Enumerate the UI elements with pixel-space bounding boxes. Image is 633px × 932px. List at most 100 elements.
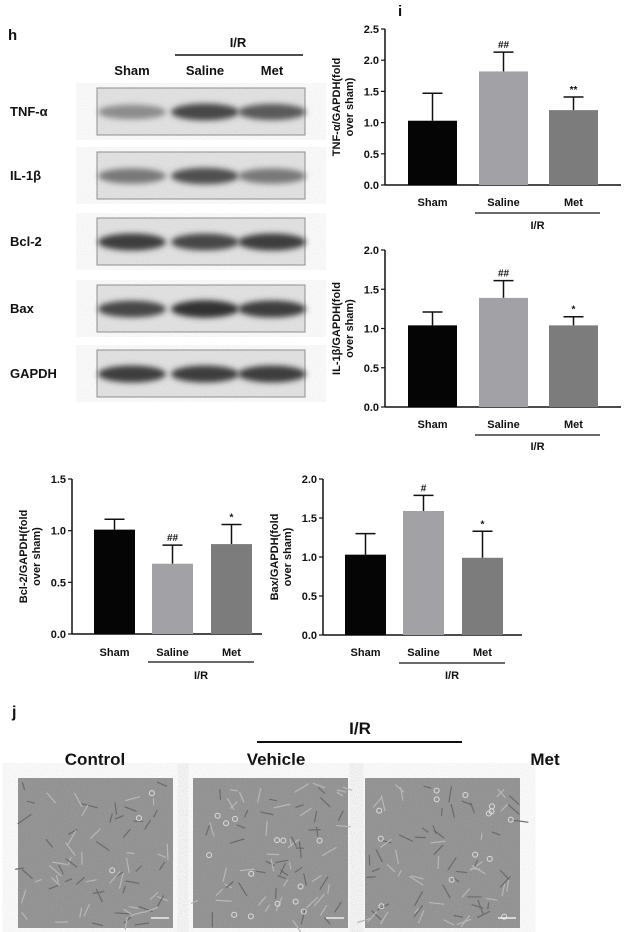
- blot-band: [98, 300, 166, 318]
- cell: [20, 889, 27, 904]
- y-tick-label: 1.5: [364, 86, 379, 98]
- bar-saline: [479, 71, 528, 185]
- round-cell: [280, 837, 287, 844]
- cell: [45, 838, 53, 848]
- cell: [380, 838, 392, 848]
- blot-row-label: IL-1β: [10, 168, 41, 183]
- cell: [159, 861, 166, 871]
- cell: [496, 789, 505, 798]
- y-axis-label: over sham): [31, 527, 43, 586]
- chart-0: 0.0 0.5 1.0 1.5 2.0 2.5 TNF-α/GAPDH(fold over s…: [331, 24, 621, 232]
- group-label: I/R: [530, 220, 544, 232]
- cell: [34, 879, 42, 883]
- cell: [81, 803, 98, 809]
- micrograph-texture: [193, 778, 348, 928]
- round-cell: [376, 807, 383, 814]
- chart-2: 0.0 0.5 1.0 1.5 Bcl-2/GAPDH(fold over sham) Sh…: [18, 474, 262, 682]
- cell: [461, 888, 471, 898]
- cell: [205, 824, 211, 836]
- cell: [122, 828, 131, 838]
- cell: [130, 911, 144, 917]
- micrograph-label-control: Control: [65, 750, 125, 769]
- cell: [157, 853, 167, 858]
- bar-met: [549, 110, 598, 185]
- cell: [430, 840, 446, 844]
- y-tick-label: 1.5: [302, 513, 317, 525]
- significance-marker: *: [230, 512, 234, 523]
- blot-col-met: Met: [261, 63, 284, 78]
- bar-saline: [403, 510, 444, 635]
- cell: [123, 908, 132, 915]
- cell: [453, 914, 464, 918]
- cell: [471, 904, 484, 909]
- cell: [469, 861, 483, 871]
- panel-label-h: h: [8, 27, 17, 44]
- y-axis-label: IL-1β/GAPDH(fold: [331, 282, 343, 375]
- cell: [508, 795, 520, 805]
- cell: [453, 877, 460, 883]
- round-cell: [206, 852, 213, 859]
- cell: [48, 884, 60, 890]
- cell: [414, 907, 420, 914]
- blot-group-label: I/R: [230, 35, 247, 50]
- cell: [269, 798, 277, 802]
- cell: [437, 856, 440, 870]
- blot-col-saline: Saline: [186, 63, 224, 78]
- micrograph-texture: [365, 778, 520, 928]
- cell: [299, 807, 312, 817]
- cell: [300, 907, 306, 925]
- cell: [17, 814, 32, 825]
- cell: [64, 878, 73, 883]
- bar-met: [549, 325, 598, 407]
- blot-band: [238, 300, 306, 318]
- round-cell: [297, 883, 304, 890]
- cell: [461, 800, 473, 806]
- y-tick-label: 0.5: [302, 591, 317, 603]
- cell: [260, 811, 274, 816]
- blot-band: [171, 365, 239, 383]
- y-tick-label: 0.0: [51, 629, 66, 641]
- cell: [255, 870, 266, 874]
- cell: [190, 900, 198, 904]
- cell: [122, 885, 126, 894]
- cell: [73, 792, 83, 807]
- y-tick-label: 0.5: [364, 363, 379, 375]
- y-tick-label: 0.0: [364, 402, 379, 414]
- cell: [51, 877, 60, 886]
- cell: [125, 857, 130, 874]
- y-tick-label: 0.0: [364, 180, 379, 192]
- round-cell: [448, 876, 455, 883]
- bar-sham: [94, 529, 135, 634]
- cell: [225, 881, 234, 889]
- round-cell: [109, 867, 116, 874]
- cell: [377, 903, 390, 911]
- y-tick-label: 0.5: [51, 577, 66, 589]
- y-tick-label: 1.0: [364, 118, 379, 130]
- cell: [319, 876, 329, 890]
- cell: [336, 791, 344, 797]
- cell: [318, 787, 326, 794]
- cell: [313, 810, 318, 823]
- bar-saline: [479, 297, 528, 407]
- cell: [274, 888, 277, 900]
- cell: [292, 920, 302, 932]
- x-tick-label: Saline: [487, 419, 519, 431]
- cell: [395, 849, 399, 865]
- round-cell: [486, 855, 493, 862]
- x-tick-label: Met: [222, 647, 241, 659]
- blot-band: [238, 233, 306, 251]
- cell: [275, 896, 283, 912]
- cell: [92, 922, 104, 927]
- micrographs: [14, 778, 529, 932]
- cell: [440, 807, 443, 816]
- cell: [264, 904, 270, 912]
- cell: [124, 917, 128, 930]
- blot-band: [171, 103, 239, 121]
- cell: [501, 882, 506, 897]
- cell: [215, 888, 223, 896]
- cell: [357, 917, 372, 923]
- cell: [289, 838, 292, 847]
- cell: [115, 912, 132, 915]
- cell: [128, 906, 139, 909]
